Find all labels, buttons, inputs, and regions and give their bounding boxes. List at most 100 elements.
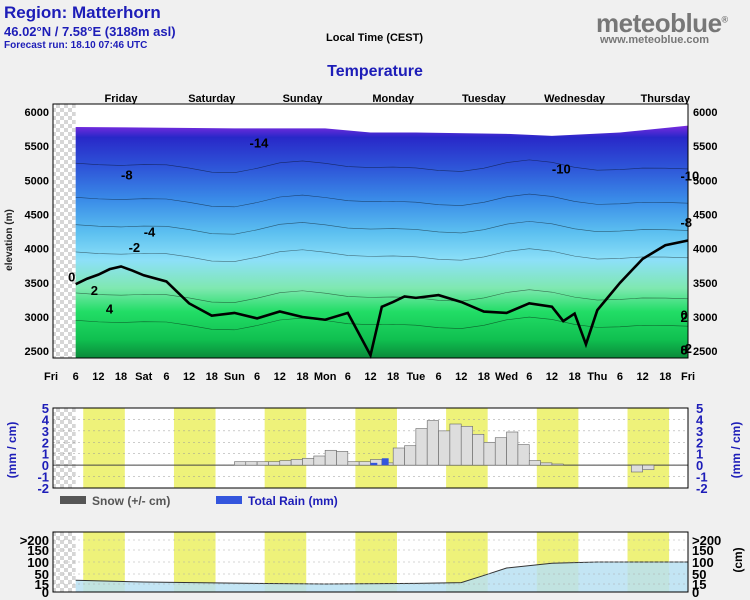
precipitation-panel: -2 -2-1 -10 01 12 23 34 45 5(mm / cm) (mm / cm)Sn… <box>5 401 743 508</box>
legend-swatch-snow <box>60 496 86 504</box>
precip-tick-left: 0 <box>42 458 49 473</box>
time-tick-label: 12 <box>637 371 649 383</box>
time-tick-label: Sun <box>224 371 245 383</box>
time-tick-label: 6 <box>254 371 260 383</box>
snow-bar <box>472 433 485 466</box>
time-tick-label: Fri <box>44 371 58 383</box>
day-label: Monday <box>372 93 414 105</box>
day-label: Sunday <box>283 93 324 105</box>
meteoblue-logo[interactable]: meteoblue® <box>596 8 728 39</box>
time-tick-label: Sat <box>135 371 152 383</box>
elevation-tick-right: 4000 <box>693 244 717 256</box>
elevation-tick-left: 5500 <box>25 141 49 153</box>
snow-depth-tick-left: 150 <box>27 543 49 558</box>
snow-bar <box>268 461 281 466</box>
contour-label: -10 <box>552 162 571 177</box>
precip-tick-right: -2 <box>696 481 708 496</box>
elevation-tick-left: 2500 <box>25 346 49 358</box>
time-tick-label: 12 <box>364 371 376 383</box>
elevation-tick-right: 3500 <box>693 278 717 290</box>
forecast-run: Forecast run: 18.10 07:46 UTC <box>4 40 148 51</box>
snow-bar <box>404 445 417 466</box>
night-band <box>83 408 125 488</box>
day-label: Tuesday <box>462 93 507 105</box>
snow-depth-tick-left: 100 <box>27 555 49 570</box>
night-band <box>355 408 397 488</box>
contour-label: 4 <box>106 302 114 317</box>
time-tick-label: 6 <box>526 371 532 383</box>
elevation-axis-label: elevation (m) <box>4 209 15 271</box>
elevation-tick-right: 6000 <box>693 107 717 119</box>
elevation-tick-right: 2500 <box>693 346 717 358</box>
snow-bar <box>336 451 349 466</box>
contour-label: 0 <box>68 269 75 284</box>
contour-label: -4 <box>144 224 156 239</box>
time-tick-label: Mon <box>314 371 337 383</box>
contour-label: -14 <box>250 136 270 151</box>
snow-depth-tick-left: 0 <box>42 585 49 600</box>
legend-swatch-rain <box>216 496 242 504</box>
temperature-field <box>75 125 688 359</box>
local-time-label: Local Time (CEST) <box>326 32 423 44</box>
snow-bar <box>506 431 519 466</box>
time-tick-label: 18 <box>296 371 308 383</box>
time-tick-label: 6 <box>163 371 169 383</box>
time-tick-label: 18 <box>206 371 218 383</box>
time-tick-label: 12 <box>183 371 195 383</box>
snow-bar <box>540 462 553 466</box>
temperature-contour <box>75 289 689 303</box>
precip-tick-right: 4 <box>696 412 704 427</box>
precip-tick-right: -1 <box>696 470 708 485</box>
snow-depth-tick-right: 100 <box>692 555 714 570</box>
elevation-tick-left: 4000 <box>25 244 49 256</box>
precip-tick-left: 3 <box>42 424 49 439</box>
precip-tick-left: 1 <box>42 447 49 462</box>
time-tick-label: 12 <box>274 371 286 383</box>
time-tick-label: Tue <box>406 371 425 383</box>
snow-depth-tick-left: 50 <box>35 567 49 582</box>
contour-label: -10 <box>680 168 699 183</box>
snow-depth-tick-left: 15 <box>35 577 49 592</box>
contour-label: 2 <box>680 310 687 325</box>
precip-tick-left: 5 <box>42 401 49 416</box>
day-label: Friday <box>105 93 139 105</box>
elevation-tick-left: 3000 <box>25 312 49 324</box>
precip-axis-label-right: (mm / cm) <box>729 422 743 479</box>
snow-depth-tick-right: 15 <box>692 577 706 592</box>
elevation-tick-right: 3000 <box>693 312 717 324</box>
snow-bar <box>313 455 326 466</box>
time-tick-label: 18 <box>115 371 127 383</box>
precip-border <box>52 407 689 489</box>
snow-depth-axis-label: (cm) <box>731 547 745 572</box>
legend-label-rain: Total Rain (mm) <box>248 494 338 508</box>
temp-plot-border <box>52 103 689 359</box>
precip-tick-right: 0 <box>696 458 703 473</box>
contour-label: 8 <box>680 343 687 358</box>
elevation-tick-left: 6000 <box>25 107 49 119</box>
region-title: Region: Matterhorn <box>4 3 161 22</box>
snow-bar <box>347 461 360 466</box>
snow-bar <box>358 461 371 466</box>
precip-tick-left: -1 <box>37 470 49 485</box>
rain-bar <box>381 458 389 466</box>
contour-label: 2 <box>91 283 98 298</box>
coordinates: 46.02°N / 7.58°E (3188m asl) <box>4 24 176 39</box>
snow-bar <box>279 460 292 466</box>
rain-bar <box>370 462 378 466</box>
snow-bar <box>528 460 541 466</box>
time-tick-label: 6 <box>73 371 79 383</box>
snow-bar <box>415 428 428 466</box>
time-tick-label: Fri <box>681 371 695 383</box>
site-link[interactable]: www.meteoblue.com <box>600 34 710 46</box>
night-band <box>173 408 216 488</box>
past-hatch <box>53 408 76 488</box>
time-tick-label: 6 <box>435 371 441 383</box>
night-band <box>264 408 307 488</box>
time-tick-label: Wed <box>495 371 518 383</box>
precip-tick-right: 1 <box>696 447 703 462</box>
elevation-tick-left: 3500 <box>25 278 49 290</box>
day-label: Thursday <box>641 93 691 105</box>
contour-label: -8 <box>121 168 133 183</box>
logo-mark: ® <box>721 14 729 25</box>
contour-label: -2 <box>680 341 692 356</box>
